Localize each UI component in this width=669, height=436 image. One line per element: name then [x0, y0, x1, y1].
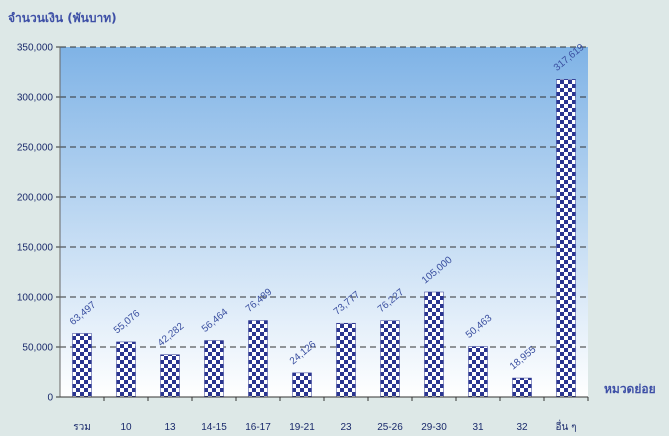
x-tick-label: 25-26	[377, 422, 403, 433]
x-tick-label: 31	[472, 422, 484, 433]
y-tick-label: 0	[47, 393, 53, 404]
y-axis-title: จำนวนเงิน (พันบาท)	[8, 11, 117, 25]
bar	[72, 333, 92, 398]
y-tick-label: 200,000	[17, 193, 54, 204]
bar	[468, 346, 488, 398]
y-tick-label: 300,000	[17, 93, 54, 104]
x-tick-label: อื่น ๆ	[556, 419, 577, 433]
bar	[248, 320, 268, 398]
x-tick-label: 32	[516, 422, 528, 433]
x-tick-label: 16-17	[245, 422, 271, 433]
plot-area	[60, 47, 588, 397]
bar	[380, 320, 400, 398]
y-tick-label: 350,000	[17, 43, 54, 54]
x-tick-label: 23	[340, 422, 352, 433]
bar	[424, 291, 444, 398]
bar	[512, 377, 532, 398]
y-tick-label: 150,000	[17, 243, 54, 254]
x-tick-label: 10	[120, 422, 132, 433]
x-axis-title: หมวดย่อย	[604, 382, 656, 396]
y-tick-label: 250,000	[17, 143, 54, 154]
x-tick-label: 13	[164, 422, 176, 433]
bar	[336, 322, 356, 398]
x-tick-label: 29-30	[421, 422, 447, 433]
bar	[116, 341, 136, 398]
bar	[204, 340, 224, 398]
bar	[556, 79, 576, 398]
y-tick-label: 100,000	[17, 293, 54, 304]
x-tick-label: 14-15	[201, 422, 227, 433]
y-tick-label: 50,000	[22, 343, 53, 354]
bar	[292, 372, 312, 398]
bar	[160, 354, 180, 398]
x-tick-label: รวม	[73, 422, 91, 433]
x-tick-label: 19-21	[289, 422, 315, 433]
